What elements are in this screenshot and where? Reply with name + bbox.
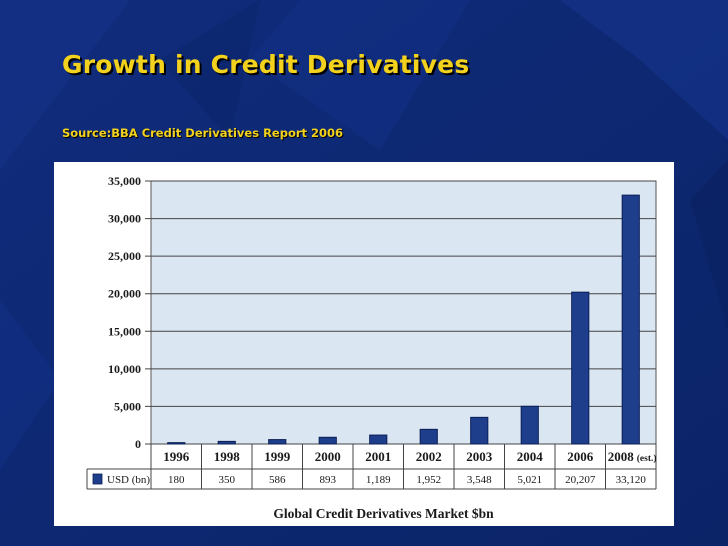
data-label: 3,548	[467, 474, 492, 486]
data-label: 20,207	[565, 474, 596, 486]
bar	[217, 440, 236, 445]
y-tick-label: 30,000	[108, 212, 141, 226]
y-tick-label: 20,000	[108, 287, 141, 301]
data-label: 180	[168, 474, 185, 486]
bar	[419, 428, 438, 445]
chart-title: Global Credit Derivatives Market $bn	[273, 506, 494, 521]
bar	[520, 405, 539, 445]
y-tick-label: 25,000	[108, 249, 141, 263]
data-label: 350	[219, 474, 236, 486]
bar	[318, 436, 337, 445]
data-label: 1,189	[366, 474, 391, 486]
x-tick-label: 1998	[214, 449, 241, 464]
x-tick-label: 2000	[315, 449, 341, 464]
bar-chart: 0 5,000 10,000 15,000 20,000 25,000 30,000 35,0…	[86, 174, 657, 521]
chart-panel: 0 5,000 10,000 15,000 20,000 25,000 30,000 35,0…	[54, 162, 674, 526]
bar	[268, 439, 287, 445]
data-label: 5,021	[517, 474, 542, 486]
bar	[167, 442, 186, 445]
x-tick-label: 2006	[567, 449, 594, 464]
bar	[470, 416, 489, 445]
x-tick-label: 2004	[517, 449, 544, 464]
slide-title: Growth in Credit Derivatives	[62, 50, 470, 79]
legend-swatch	[92, 473, 103, 485]
x-tick-note: (est.)	[637, 453, 657, 464]
bar	[571, 291, 590, 445]
legend-label: USD (bn)	[107, 474, 150, 486]
x-tick-label: 2001	[365, 449, 391, 464]
source-caption: Source:BBA Credit Derivatives Report 200…	[62, 126, 344, 140]
data-label: 1,952	[416, 474, 441, 486]
y-tick-label: 35,000	[108, 174, 141, 188]
y-tick-label: 0	[135, 437, 141, 451]
data-label: 586	[269, 474, 286, 486]
data-label: 893	[320, 474, 337, 486]
x-tick-label: 2002	[416, 449, 442, 464]
bar	[369, 434, 388, 445]
x-tick-label: 1999	[264, 449, 291, 464]
x-tick-label: 1996	[163, 449, 190, 464]
y-tick-label: 10,000	[108, 362, 141, 376]
data-label: 33,120	[616, 474, 647, 486]
x-tick-label: 2008	[608, 449, 635, 464]
y-tick-label: 5,000	[114, 399, 141, 413]
x-tick-label: 2003	[466, 449, 493, 464]
y-tick-label: 15,000	[108, 324, 141, 338]
bar	[621, 194, 640, 445]
